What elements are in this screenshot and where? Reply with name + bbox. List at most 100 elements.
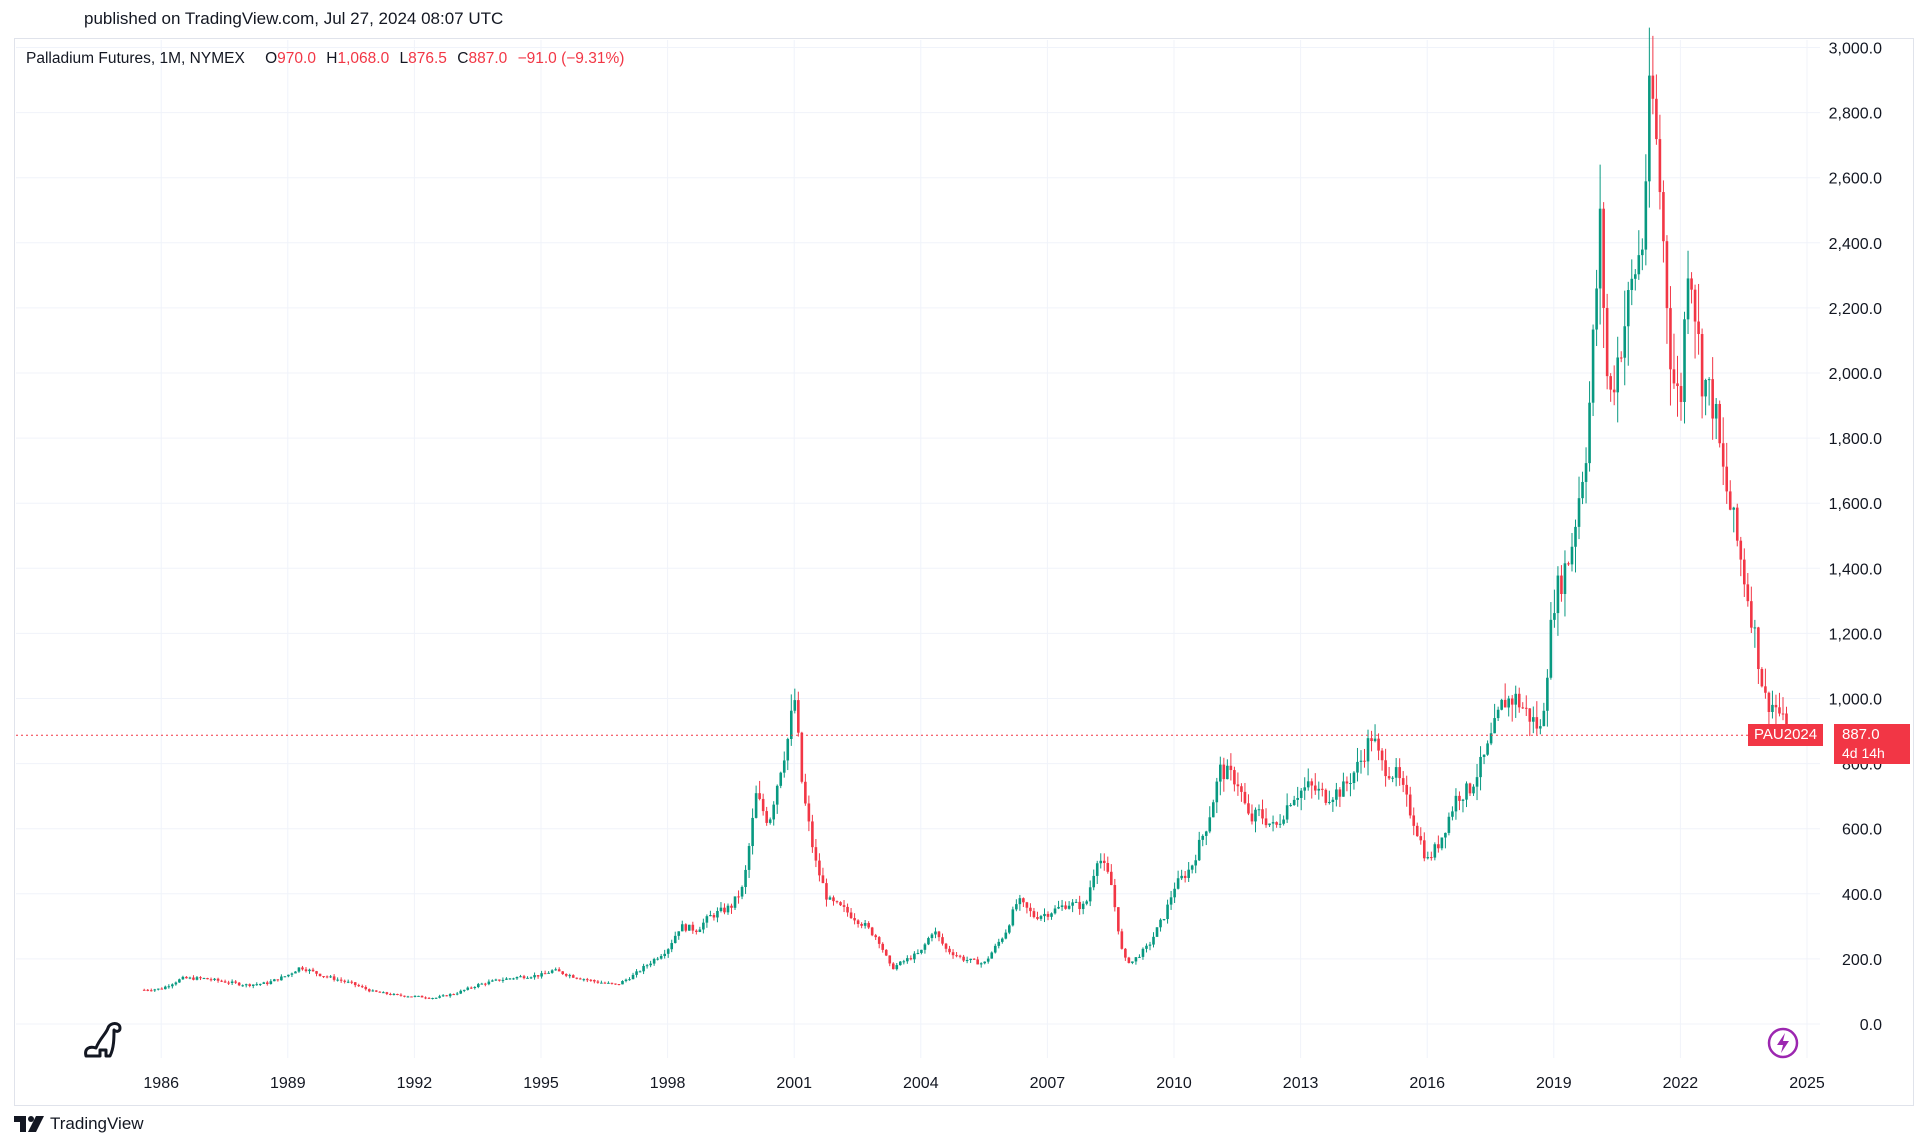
candle-body <box>1781 713 1785 715</box>
candle-body <box>1616 357 1620 393</box>
candle-body <box>336 979 339 981</box>
y-tick-label: 2,200.0 <box>1829 301 1882 318</box>
candle-body <box>1542 710 1546 727</box>
candle-body <box>1313 785 1317 791</box>
legend-change: −91.0 (−9.31%) <box>517 50 625 67</box>
candle-body <box>902 961 906 963</box>
candle-body <box>1145 945 1148 949</box>
candle-body <box>491 980 494 982</box>
x-tick-label: 2007 <box>1030 1075 1066 1092</box>
candle-body <box>877 937 881 944</box>
candle-body <box>1472 786 1475 794</box>
candle-body <box>1623 326 1627 358</box>
candle-body <box>160 988 164 990</box>
candle-body <box>1588 402 1591 464</box>
candle-body <box>1574 526 1577 547</box>
candle-body <box>494 979 498 981</box>
candle-body <box>1289 805 1292 807</box>
candle-body <box>392 993 396 995</box>
candle-body <box>1345 781 1349 784</box>
y-tick-label: 1,200.0 <box>1829 626 1882 643</box>
candle-body <box>1162 919 1166 921</box>
candle-body <box>1081 903 1085 910</box>
lightning-icon[interactable] <box>1766 1026 1800 1060</box>
candle-body <box>793 700 797 711</box>
tradingview-brand[interactable]: TradingView <box>14 1114 144 1134</box>
candle-body <box>976 959 979 965</box>
candle-body <box>1324 789 1328 803</box>
candle-body <box>206 978 209 980</box>
candle-body <box>811 821 814 848</box>
candle-body <box>972 958 976 960</box>
candle-body <box>751 817 754 847</box>
candle-body <box>403 995 406 997</box>
candle-body <box>709 915 712 917</box>
candle-body <box>434 997 438 999</box>
candle-body <box>459 990 463 994</box>
chart-frame[interactable] <box>14 38 1914 1106</box>
candle-body <box>399 994 403 996</box>
candle-body <box>1465 783 1468 800</box>
candle-body <box>410 996 413 998</box>
x-tick-label: 2016 <box>1409 1075 1445 1092</box>
candle-body <box>1328 801 1331 803</box>
candle-body <box>899 961 902 966</box>
legend-close: 887.0 <box>468 50 508 67</box>
candle-body <box>1275 822 1278 825</box>
candle-body <box>1609 376 1612 390</box>
candle-body <box>969 958 972 961</box>
candle-body <box>1408 794 1412 816</box>
grid-lines <box>16 40 1820 1058</box>
candle-body <box>1264 818 1268 826</box>
legend-open-label: O <box>265 50 278 67</box>
candle-body <box>1359 760 1363 762</box>
candle-body <box>1335 789 1338 800</box>
candle-body <box>1050 913 1053 917</box>
candle-body <box>737 896 740 898</box>
candle-body <box>853 918 856 921</box>
candle-body <box>1106 863 1110 872</box>
candle-body <box>1166 904 1169 920</box>
candle-body <box>216 978 220 981</box>
candle-body <box>266 982 269 985</box>
candle-body <box>188 977 192 979</box>
candle-body <box>1299 790 1303 798</box>
candle-body <box>1349 783 1352 785</box>
candle-body <box>1338 789 1342 797</box>
candle-body <box>965 960 969 962</box>
candle-body <box>832 897 835 902</box>
candle-body <box>417 995 420 997</box>
candle-body <box>1444 832 1447 838</box>
candle-body <box>1577 498 1581 527</box>
candle-body <box>1757 627 1760 670</box>
candle-body <box>1194 860 1198 866</box>
candle-body <box>540 973 543 977</box>
candle-body <box>891 963 895 970</box>
candle-body <box>185 976 188 979</box>
candle-body <box>821 875 825 884</box>
candle-body <box>564 974 568 976</box>
candle-body <box>1004 932 1008 939</box>
candle-body <box>688 924 691 931</box>
candle-body <box>1352 772 1356 784</box>
x-tick-label: 2019 <box>1536 1075 1572 1092</box>
candle-body <box>835 901 839 903</box>
candle-body <box>895 965 899 970</box>
candle-body <box>1500 699 1503 710</box>
candle-body <box>1697 321 1700 335</box>
candle-body <box>800 732 804 782</box>
candle-body <box>1117 907 1120 932</box>
candle-body <box>1025 902 1029 908</box>
candle-body <box>1767 692 1771 712</box>
candle-body <box>1268 823 1271 826</box>
candle-body <box>431 998 434 1000</box>
candle-body <box>1778 707 1781 714</box>
candle-body <box>1053 908 1057 914</box>
candle-body <box>1648 75 1651 182</box>
candle-body <box>220 980 223 982</box>
legend-symbol[interactable]: Palladium Futures, 1M, NYMEX <box>26 50 245 67</box>
candle-body <box>1099 860 1103 864</box>
candle-body <box>1489 733 1493 744</box>
x-tick-label: 2001 <box>776 1075 812 1092</box>
